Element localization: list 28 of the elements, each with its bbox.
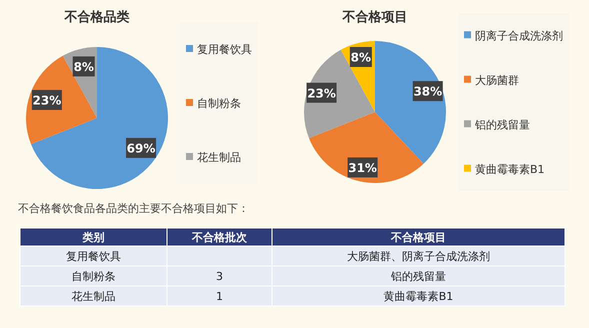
text: 铝的残留量	[391, 270, 446, 283]
text: 黄曲霉毒素B1	[384, 290, 454, 303]
data-label: 23%	[32, 93, 62, 108]
text: 大肠菌群、阴离子合成洗涤剂	[347, 250, 490, 263]
data-label: 69%	[126, 141, 156, 156]
data-label: 38%	[413, 84, 442, 99]
legend-label: 黄曲霉毒素B1	[475, 162, 545, 176]
category-label: 不合格项目	[390, 231, 446, 244]
category-label: 类别	[82, 231, 104, 244]
legend-label: 铝的残留量	[474, 118, 530, 132]
data-label: 8%	[350, 50, 372, 64]
data-label: 31%	[348, 160, 377, 175]
category-label: 不合格批次	[191, 231, 248, 244]
chart-title: 不合格品类	[64, 9, 130, 25]
text: 3	[216, 270, 223, 283]
text: 复用餐饮具	[66, 250, 121, 263]
data-label: 8%	[74, 60, 94, 74]
text: 不合格餐饮食品各品类的主要不合格项目如下：	[18, 202, 249, 215]
text: 花生制品	[72, 290, 116, 303]
text: 自制粉条	[72, 270, 116, 283]
text: 1	[216, 290, 223, 303]
data-label: 23%	[307, 86, 336, 100]
legend-label: 复用餐饮具	[197, 43, 252, 56]
legend-label: 大肠菌群	[475, 74, 519, 87]
legend-label: 阴离子合成洗涤剂	[475, 29, 563, 42]
legend-label: 花生制品	[197, 151, 241, 164]
chart-title: 不合格项目	[342, 9, 408, 25]
legend-label: 自制粉条	[197, 97, 241, 110]
